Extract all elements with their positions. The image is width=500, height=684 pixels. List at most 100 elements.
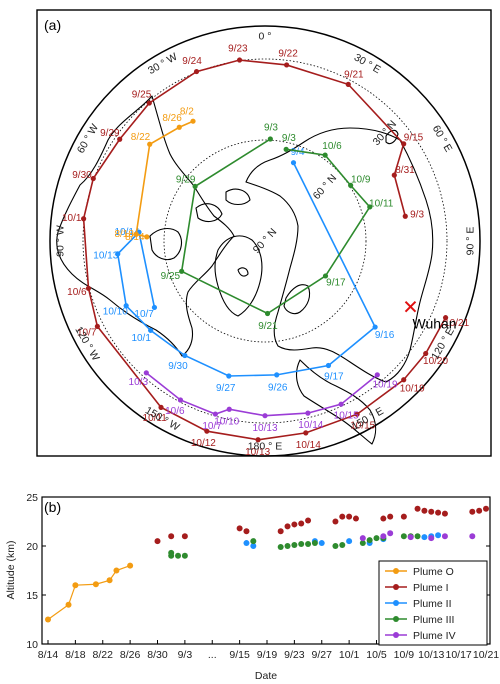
data-point — [380, 533, 387, 540]
data-point — [181, 533, 188, 540]
data-point — [400, 513, 407, 520]
data-point — [106, 577, 113, 584]
data-point — [387, 513, 394, 520]
x-tick-label: 10/9 — [394, 649, 415, 661]
data-point — [407, 534, 414, 541]
x-tick-label: 9/15 — [229, 649, 250, 661]
plume-date-label: 10/10 — [103, 306, 128, 317]
longitude-label: 180 ° E — [248, 441, 283, 453]
data-point — [277, 543, 284, 550]
data-point — [168, 533, 175, 540]
plume-date-label: 9/16 — [375, 330, 395, 341]
plume-track-point — [401, 377, 407, 383]
plume-date-label: 9/15 — [404, 133, 424, 144]
data-point — [483, 505, 489, 512]
coastline-scandinavia — [283, 284, 311, 315]
data-point — [291, 521, 298, 528]
data-point — [45, 616, 51, 623]
plume-track: 10/3 10/6 10/710/10 10/13 10/14 10/15 10/19 — [129, 370, 398, 434]
plume-track-point — [283, 146, 289, 152]
data-point — [298, 541, 305, 548]
data-point — [154, 538, 161, 545]
plume-tracks: 9/38/319/159/219/229/239/249/259/299/301… — [62, 44, 470, 459]
data-point — [250, 543, 257, 549]
plume-date-label: 8/18 — [114, 229, 134, 240]
plume-date-label: 8/2 — [180, 106, 194, 117]
data-point — [243, 540, 250, 547]
data-point — [435, 532, 442, 539]
data-point — [373, 535, 380, 542]
data-point — [421, 534, 428, 541]
wuhan-cross-icon — [404, 300, 417, 313]
y-axis-label: Altitude (km) — [5, 541, 17, 600]
data-point — [339, 513, 346, 520]
plume-track: 9/38/319/159/219/229/239/249/259/299/301… — [62, 44, 470, 459]
plume-track-point — [348, 182, 354, 188]
data-point — [311, 540, 318, 547]
plume-date-label: 9/21 — [344, 69, 364, 80]
data-point — [469, 508, 476, 515]
plume-track-point — [177, 397, 184, 403]
data-point — [359, 535, 366, 542]
plume-track-point — [354, 411, 360, 417]
plume-date-label: 9/25 — [132, 89, 152, 100]
plume-track-point — [372, 324, 378, 330]
plume-track-point — [204, 428, 210, 434]
plume-track-point — [123, 303, 129, 309]
x-tick-label: 10/5 — [366, 649, 387, 661]
plume-date-label: 9/24 — [182, 56, 202, 67]
plume-track-point — [322, 152, 328, 158]
plume-track-point — [274, 372, 280, 378]
plume-track-point — [338, 401, 344, 407]
plume-date-label: 9/29 — [100, 128, 120, 139]
plume-track-point — [90, 175, 96, 182]
plume-date-label: 9/3 — [282, 133, 296, 144]
series — [168, 533, 421, 559]
data-point — [421, 507, 428, 514]
plume-track-point — [192, 183, 198, 189]
data-point — [65, 601, 72, 608]
plume-date-label: 10/11 — [143, 413, 168, 424]
data-point — [92, 581, 99, 588]
data-point — [175, 552, 182, 559]
x-tick-label: 8/30 — [147, 649, 168, 661]
data-point — [380, 515, 387, 522]
plume-track-point — [115, 251, 121, 257]
plume-date-label: 9/26 — [268, 382, 288, 393]
series — [359, 530, 476, 542]
plume-track-point — [402, 213, 408, 219]
longitude-label: 90 ° W — [55, 225, 67, 257]
data-point — [72, 582, 79, 589]
data-point — [291, 542, 298, 549]
plume-date-label: 10/9 — [351, 174, 371, 185]
legend-swatch-marker — [393, 568, 399, 574]
data-point — [414, 533, 421, 540]
plume-track-point — [133, 231, 139, 237]
plume-track: 8/148/18 8/22 8/268/2 — [114, 106, 196, 243]
plume-track-point — [85, 285, 92, 291]
legend: Plume O Plume I Plume II Plume III Plume IV — [378, 560, 488, 646]
data-point — [428, 535, 435, 542]
plume-track-point — [94, 323, 100, 330]
plume-date-label: 10/13 — [245, 447, 270, 458]
data-point — [318, 540, 325, 547]
plume-track-point — [81, 216, 87, 222]
data-point — [359, 540, 366, 547]
plume-track-point — [151, 304, 158, 311]
plume-date-label: 8/31 — [395, 165, 415, 176]
plume-track-point — [322, 273, 329, 279]
latitude-circle-inner — [163, 139, 367, 343]
plume-date-label: 9/3 — [410, 210, 424, 221]
plume-date-label: 10/6 — [165, 406, 185, 417]
coastline-japan — [385, 129, 399, 145]
data-point — [366, 537, 373, 544]
coastline-greenland — [214, 235, 263, 317]
plume-track-point — [179, 268, 185, 274]
plume-date-label: 10/6 — [67, 287, 87, 298]
plume-date-label: 9/23 — [228, 44, 248, 55]
plume-track-point — [345, 81, 351, 87]
data-point — [298, 520, 305, 527]
plume-date-label: 9/3 — [264, 123, 278, 134]
x-tick-label: 10/21 — [473, 649, 499, 661]
